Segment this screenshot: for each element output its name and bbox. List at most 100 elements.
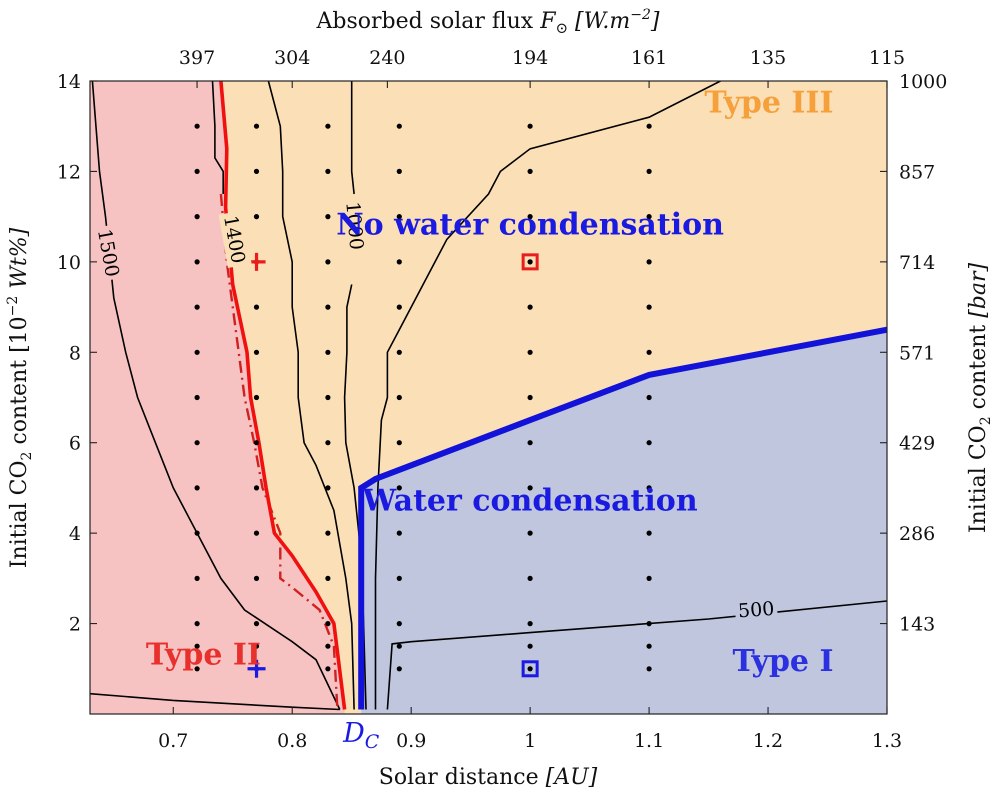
contour-label-bg [340,197,370,254]
y-tick-label: 4 [69,523,81,545]
sample-point [646,259,652,265]
contour-label-500: 500 [734,595,778,623]
sample-point [527,530,533,536]
sample-point [253,304,260,310]
contour-line-2 [350,81,355,195]
type-iii-label: Type III [704,86,833,121]
sample-point [194,123,200,129]
sample-point [646,621,652,627]
marker-plus-blue [247,659,266,678]
y-tick-label: 2 [69,614,81,636]
sample-point [396,575,402,582]
sample-point [527,643,533,649]
right-axis-label: Initial CO2 content [bar] [966,262,994,533]
x-tick-label: 1.3 [872,730,902,752]
sample-point [646,304,652,310]
sample-point [527,485,533,491]
sample-point [527,304,533,310]
sample-point [194,575,200,582]
dc-label: DC [342,718,380,753]
sample-point [194,259,200,265]
sample-point [646,123,652,129]
top-tick-label: 240 [369,47,405,69]
sample-point [253,349,260,355]
top-axis-label: Absorbed solar flux F⊙ [W.m−2] [316,7,660,37]
sample-point [194,349,200,355]
sample-point [396,349,402,355]
right-tick-label: 714 [899,252,935,274]
sample-point [527,349,533,355]
sample-point [396,394,402,401]
sample-point [325,123,331,129]
sample-point [396,168,402,174]
dc-subscript: C [365,731,380,753]
sample-point [253,123,260,129]
y-axis-label-sup: −2 [5,296,21,317]
sample-point [253,485,260,491]
x-tick-label: 1 [524,730,536,752]
y-tick-label: 6 [69,433,81,455]
marker-square-blue [521,660,539,678]
y-tick-label: 14 [57,71,81,93]
x-axis-label-text: Solar distance [379,765,546,790]
sample-point [194,214,200,220]
sample-point [253,168,260,174]
sample-point [325,259,331,265]
sample-point [646,666,652,672]
sample-point [396,530,402,536]
sample-point [194,440,200,446]
water-condensation-boundary [358,326,887,710]
top-axis-label-unit-sup: −2 [630,7,651,23]
right-tick-label: 857 [899,161,935,183]
right-tick-label: 571 [899,342,935,364]
sample-point [253,440,260,446]
sample-point [325,485,331,491]
sample-point [646,575,652,582]
sample-point [325,214,331,220]
sample-point [253,530,260,536]
sample-point [325,621,331,627]
sample-point [527,575,533,582]
sample-point [396,643,402,649]
sample-point [527,214,533,220]
top-tick-label: 115 [869,47,905,69]
y-axis-label-sub: 2 [19,452,35,461]
contour-line-4 [267,81,355,710]
x-tick-label: 0.9 [396,730,426,752]
sample-point [325,666,331,672]
sample-point [325,643,331,649]
sample-point [253,394,260,401]
sample-point [527,168,533,174]
top-tick-label: 161 [631,47,667,69]
right-tick-label: 286 [899,523,935,545]
sample-point [396,485,402,491]
right-axis-label-pre: Initial CO [966,425,991,533]
contour-label-1000: 1000 [340,197,370,254]
sample-point [396,621,402,627]
y-axis-label: Initial CO2 content [10−2 Wt%] [5,227,35,568]
sample-point [527,394,533,401]
right-tick-label: 1000 [899,71,947,93]
top-tick-label: 194 [512,47,548,69]
sample-point [646,349,652,355]
y-axis-label-pre: Initial CO [7,460,32,568]
sample-point [646,440,652,446]
dc-letter: D [342,718,365,749]
top-axis-label-symbol: F [539,9,556,34]
sample-point [646,214,652,220]
sample-point [325,575,331,582]
plot-frame [89,80,888,715]
sample-point [325,530,331,536]
sample-point [325,304,331,310]
sample-point [396,666,402,672]
contour-label-bg [92,224,126,282]
sample-point [396,259,402,265]
sample-point [253,575,260,582]
type-ii-label: Type II [146,637,261,672]
no-water-condensation-label: No water condensation [336,208,724,243]
water-condensation-label: Water condensation [362,484,698,519]
contour-label-1400: 1400 [218,210,252,268]
contour-label-text: 1000 [341,201,367,251]
sample-point [396,123,402,129]
x-tick-label: 1.1 [634,730,664,752]
